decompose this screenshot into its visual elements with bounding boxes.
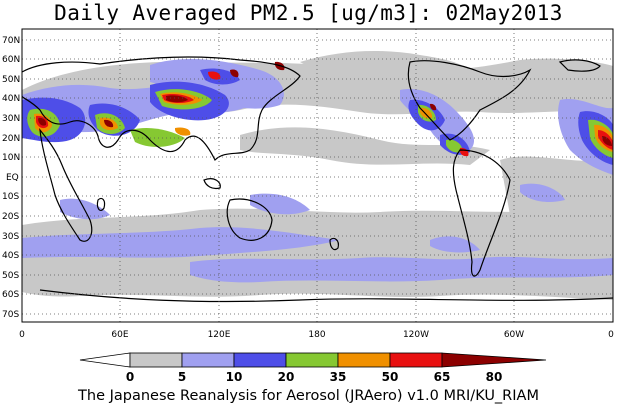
colorbar-swatch [233, 352, 287, 368]
lon-label: 180 [308, 330, 325, 340]
latitude-axis: 70N 60N 50N 40N 30N 20N 10N EQ 10S 20S 3… [2, 36, 20, 320]
lon-label: 0 [19, 330, 25, 340]
colorbar-label: 20 [278, 370, 295, 384]
lat-label: 50S [2, 271, 19, 281]
colorbar-swatch [129, 352, 183, 368]
footer-credit: The Japanese Reanalysis for Aerosol (JRA… [78, 388, 539, 404]
lat-label: 40S [2, 251, 19, 261]
lat-label: 40N [2, 94, 20, 104]
map-title: Daily Averaged PM2.5 [ug/m3]: 02May2013 [54, 1, 563, 25]
colorbar-label: 0 [126, 370, 134, 384]
colorbar [79, 352, 547, 368]
colorbar-arrow-low [79, 352, 131, 368]
lon-label: 0 [608, 330, 614, 340]
colorbar-label: 10 [226, 370, 243, 384]
colorbar-swatch [337, 352, 391, 368]
lat-label: 50N [2, 75, 20, 85]
colorbar-labels: 0 5 10 20 35 50 65 80 [126, 370, 503, 384]
lon-label: 120E [208, 330, 231, 340]
lat-label: 70N [2, 36, 20, 46]
colorbar-label: 35 [330, 370, 347, 384]
longitude-axis: 0 60E 120E 180 120W 60W 0 [19, 330, 614, 340]
colorbar-label: 65 [434, 370, 451, 384]
lat-label: 70S [2, 310, 19, 320]
colorbar-swatch [181, 352, 235, 368]
lat-label: 20N [2, 134, 20, 144]
map-frame [21, 28, 614, 323]
lat-label: 10N [2, 153, 20, 163]
lat-label: 60N [2, 55, 20, 65]
colorbar-swatch [285, 352, 339, 368]
lat-label: 10S [2, 192, 19, 202]
lat-label: 30S [2, 232, 19, 242]
lat-label: 30N [2, 114, 20, 124]
colorbar-arrow-high [441, 352, 547, 368]
colorbar-label: 80 [486, 370, 503, 384]
lat-label: EQ [6, 173, 19, 183]
graticule [22, 29, 613, 322]
colorbar-label: 5 [178, 370, 186, 384]
colorbar-label: 50 [382, 370, 399, 384]
colorbar-swatch [389, 352, 443, 368]
lon-label: 60E [111, 330, 128, 340]
lat-label: 60S [2, 290, 19, 300]
pm25-band-over-80 [38, 61, 612, 146]
lon-label: 60W [504, 330, 524, 340]
coastlines [22, 56, 613, 303]
lat-label: 20S [2, 212, 19, 222]
lon-label: 120W [403, 330, 429, 340]
